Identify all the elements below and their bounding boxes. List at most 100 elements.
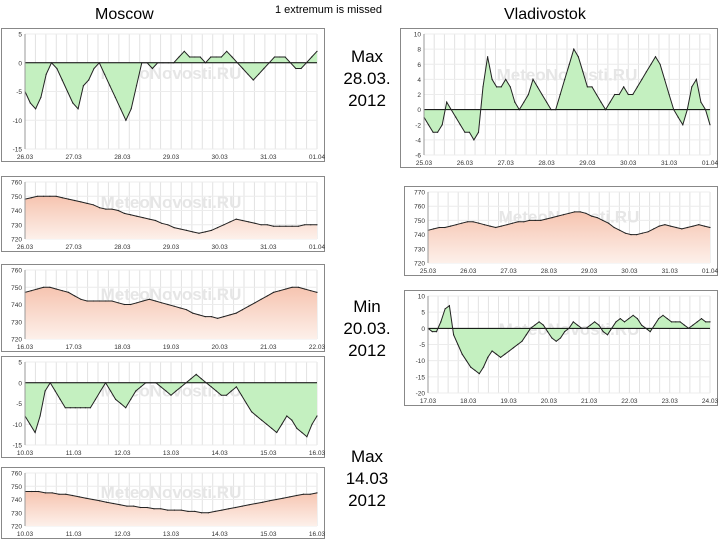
x-tick-label: 12.03 — [114, 531, 131, 538]
x-tick-label: 16.03 — [309, 531, 325, 538]
data-point — [431, 331, 433, 333]
data-point — [691, 86, 693, 88]
x-tick-label: 28.03 — [541, 268, 558, 275]
data-point — [512, 222, 514, 224]
data-point — [316, 415, 318, 417]
data-point — [598, 324, 600, 326]
watermark-text: MeteoNovosti.RU — [101, 285, 242, 304]
series-line — [24, 195, 317, 234]
data-point — [282, 497, 284, 499]
data-point — [77, 108, 79, 110]
data-point — [555, 340, 557, 342]
data-point — [316, 291, 318, 293]
x-tick-label: 10.03 — [17, 531, 34, 538]
data-point — [104, 73, 106, 75]
data-point — [84, 407, 86, 409]
data-point — [686, 109, 688, 111]
x-tick-label: 17.03 — [420, 398, 437, 405]
x-tick-label: 25.03 — [416, 160, 433, 167]
data-point — [254, 302, 256, 304]
data-point — [220, 394, 222, 396]
data-point — [215, 56, 217, 58]
data-point — [632, 314, 634, 316]
data-point — [130, 214, 132, 216]
data-point — [705, 321, 707, 323]
data-point — [49, 382, 51, 384]
data-point — [457, 343, 459, 346]
data-point — [99, 300, 101, 302]
data-point — [305, 62, 307, 64]
y-tick-label: -6 — [415, 153, 421, 160]
vladivostok-title: Vladivostok — [504, 6, 586, 23]
data-point — [154, 300, 157, 302]
y-tick-label: 6 — [417, 62, 421, 69]
data-point — [210, 56, 212, 58]
data-point — [517, 221, 519, 223]
x-tick-label: 14.03 — [212, 450, 229, 457]
data-point — [36, 288, 39, 290]
data-point — [295, 67, 297, 70]
data-point — [69, 407, 71, 409]
data-point — [179, 228, 181, 230]
data-point — [650, 63, 652, 65]
y-tick-label: 740 — [414, 232, 425, 239]
data-point — [223, 316, 225, 318]
data-point — [619, 229, 621, 231]
data-point — [477, 131, 480, 133]
x-tick-label: 16.03 — [17, 344, 34, 351]
chart-svg: MeteoNovosti.RU1086420-2-4-625.0326.0327… — [400, 28, 718, 168]
data-point — [605, 109, 607, 111]
data-point — [248, 221, 250, 223]
x-tick-label: 26.03 — [17, 244, 34, 251]
data-point — [228, 508, 230, 510]
y-tick-label: 10 — [418, 294, 426, 301]
data-point — [235, 386, 237, 388]
chart-svg: MeteoNovosti.RU77076075074073072025.0326… — [404, 186, 718, 276]
data-point — [201, 512, 203, 514]
data-point — [251, 411, 253, 413]
x-tick-label: 15.03 — [260, 531, 277, 538]
data-point — [505, 78, 507, 80]
y-tick-label: 760 — [11, 268, 22, 275]
data-point — [641, 324, 643, 326]
moscow-temp-chart-1: MeteoNovosti.RU 5 0 -5 -10 -15 26.03 27.03 28.03… — [1, 28, 325, 162]
data-point — [272, 291, 275, 293]
data-point — [302, 493, 304, 495]
data-point — [523, 221, 525, 223]
data-point — [204, 316, 206, 318]
data-point — [619, 318, 621, 320]
data-point — [636, 86, 638, 88]
data-point — [427, 124, 430, 126]
data-point — [256, 415, 258, 417]
data-point — [248, 504, 250, 506]
data-point — [681, 228, 683, 230]
data-point — [281, 423, 283, 425]
data-point — [180, 509, 182, 511]
data-point — [286, 415, 288, 417]
data-point — [125, 407, 127, 409]
event-label-2: Min 20.03. 2012 — [343, 297, 391, 360]
data-point — [45, 73, 47, 75]
data-point — [682, 124, 684, 126]
data-point — [582, 71, 584, 73]
data-point — [185, 229, 188, 231]
data-point — [527, 93, 529, 96]
data-point — [242, 67, 244, 70]
data-point — [136, 215, 138, 217]
chart-frame — [1, 28, 325, 162]
data-point — [551, 217, 553, 219]
data-point — [645, 71, 647, 73]
data-point — [86, 202, 88, 204]
data-point — [231, 56, 233, 58]
data-point — [304, 288, 306, 290]
x-tick-label: 27.03 — [66, 244, 83, 251]
data-point — [316, 224, 318, 226]
data-point — [130, 108, 132, 110]
data-point — [155, 382, 157, 384]
data-point — [285, 288, 287, 290]
data-point — [444, 308, 446, 310]
data-point — [88, 79, 90, 81]
data-point — [284, 56, 286, 58]
